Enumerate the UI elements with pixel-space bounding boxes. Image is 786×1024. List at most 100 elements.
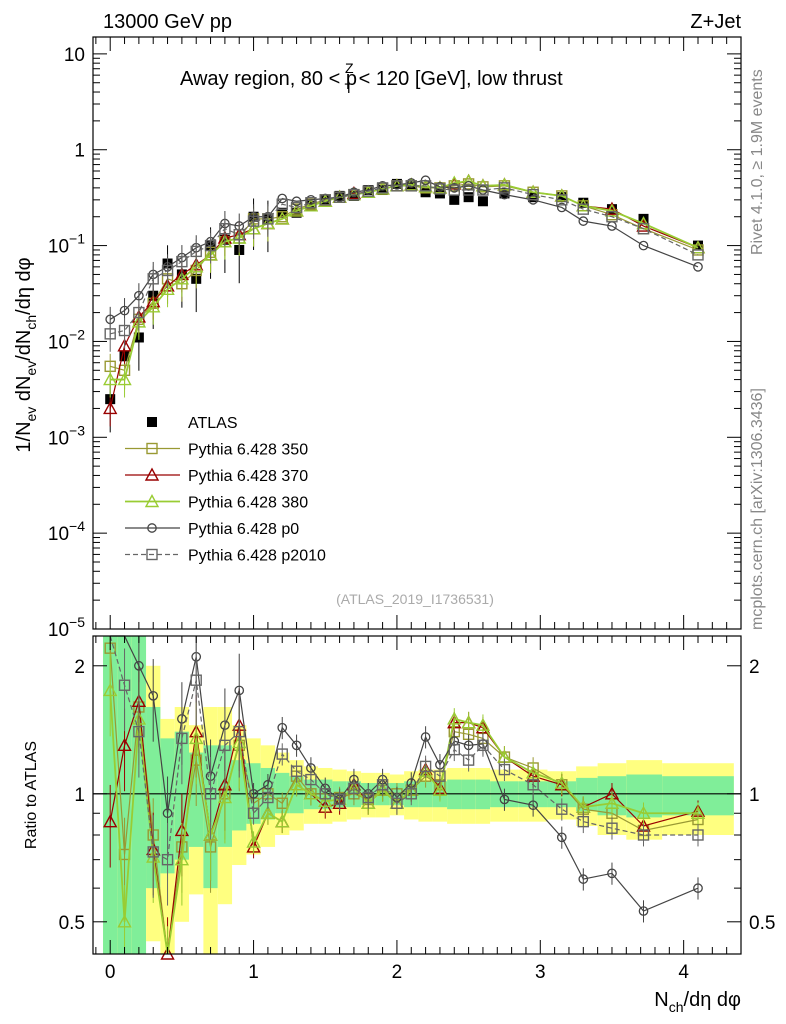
legend-marker-p380 xyxy=(144,494,160,508)
ratio-y-tick-label: 1 xyxy=(74,785,85,806)
ratio-point-p2010 xyxy=(305,773,317,786)
main-point-p2010 xyxy=(577,203,590,215)
ratio-line-p2010 xyxy=(109,635,698,861)
ratio-point-p2010 xyxy=(319,788,331,800)
uncertainty-band-inner xyxy=(131,636,147,954)
main-point-p0 xyxy=(277,193,288,204)
main-point-p2010 xyxy=(161,264,174,277)
ratio-point-p0 xyxy=(607,868,617,879)
main-point-p2010 xyxy=(692,249,704,261)
legend-entry-p2010: Pythia 6.428 p2010 xyxy=(125,548,326,565)
ratio-point-p380 xyxy=(189,730,204,745)
main-point-p2010 xyxy=(118,324,131,337)
x-tick-label: 3 xyxy=(535,962,546,983)
uncertainty-band-inner xyxy=(232,760,247,831)
ratio-point-p2010 xyxy=(262,791,274,804)
ratio-point-p380 xyxy=(217,790,233,804)
ratio-point-p2010 xyxy=(498,763,511,776)
main-point-p2010 xyxy=(219,223,231,235)
main-point-p0 xyxy=(693,262,703,272)
ratio-point-p380 xyxy=(447,711,462,725)
ratio-point-p2010 xyxy=(362,791,374,804)
main-point-p0 xyxy=(578,216,589,226)
ratio-point-p2010 xyxy=(204,788,217,800)
ratio-line-p380 xyxy=(109,690,698,955)
main-y-tick-label: 10−4 xyxy=(48,518,85,545)
main-point-atlas xyxy=(449,194,460,205)
legend-marker-p0 xyxy=(147,523,157,533)
legend-marker-p370 xyxy=(144,467,160,481)
legend-label-p0: Pythia 6.428 p0 xyxy=(188,521,299,538)
main-point-p380 xyxy=(146,299,161,313)
main-point-p2010 xyxy=(637,223,650,235)
ratio-point-p380 xyxy=(461,715,476,729)
main-y-axis-label: 1/Nev dNev/dNch/dη dφ xyxy=(13,257,39,452)
main-point-p370 xyxy=(117,338,132,352)
ratio-point-p2010 xyxy=(190,674,202,686)
ratio-point-p2010 xyxy=(527,779,539,791)
ratio-point-p2010 xyxy=(233,725,245,738)
ratio-point-p2010 xyxy=(405,788,417,800)
main-point-p2010 xyxy=(262,213,274,225)
main-point-p2010 xyxy=(247,215,260,227)
main-point-p2010 xyxy=(434,183,446,195)
ratio-point-p380 xyxy=(246,834,261,848)
main-point-p380 xyxy=(289,203,304,217)
ratio-point-p0 xyxy=(693,883,703,893)
legend-marker-atlas xyxy=(147,417,157,427)
main-point-atlas xyxy=(477,196,488,207)
plot-frames xyxy=(92,36,742,955)
main-point-p380 xyxy=(117,372,132,386)
main-point-p0 xyxy=(463,180,474,191)
main-point-p2010 xyxy=(498,182,511,194)
ratio-point-p2010 xyxy=(448,743,460,756)
main-point-p2010 xyxy=(290,201,303,214)
main-point-p2010 xyxy=(419,180,432,192)
ratio-point-p2010 xyxy=(477,739,489,752)
main-point-p2010 xyxy=(333,191,346,203)
main-point-p380 xyxy=(690,240,706,254)
main-point-p380 xyxy=(404,177,419,191)
main-point-p0 xyxy=(449,183,460,193)
ratio-point-p0 xyxy=(134,660,144,671)
main-point-p0 xyxy=(499,189,510,200)
ratio-y-tick-label-right: 2 xyxy=(749,657,760,678)
ratio-point-p380 xyxy=(690,805,706,819)
ratio-point-p0 xyxy=(499,794,510,805)
uncertainty-band-inner xyxy=(626,774,663,818)
energy-label: 13000 GeV pp xyxy=(103,11,232,33)
ratio-point-p380 xyxy=(604,795,620,809)
ratio-y-tick-label-right: 0.5 xyxy=(749,913,775,934)
legend-entry-p380: Pythia 6.428 380 xyxy=(125,494,308,512)
ratio-point-p0 xyxy=(528,800,538,811)
legend-marker-p2010 xyxy=(146,548,158,561)
ratio-point-p2010 xyxy=(391,797,403,809)
main-series-p2010 xyxy=(104,180,704,352)
main-point-p2010 xyxy=(448,184,460,196)
mcplots-label: mcplots.cern.ch [arXiv:1306.3436] xyxy=(749,388,766,630)
ratio-point-p2010 xyxy=(556,803,568,815)
main-point-p380 xyxy=(160,281,175,295)
ratio-point-p0 xyxy=(556,832,567,843)
main-point-p0 xyxy=(134,290,144,301)
ratio-point-p370 xyxy=(117,737,132,752)
main-point-p380 xyxy=(174,271,190,285)
main-point-p2010 xyxy=(133,306,145,319)
main-point-p2010 xyxy=(147,273,159,285)
ratio-point-p2010 xyxy=(348,782,360,795)
x-tick-label: 0 xyxy=(105,962,116,983)
main-point-p2010 xyxy=(405,180,417,192)
main-point-p0 xyxy=(291,196,302,207)
main-point-p380 xyxy=(303,198,319,212)
main-series-layer xyxy=(103,173,706,433)
legend-label-atlas: ATLAS xyxy=(188,415,238,432)
plot-title: Away region, 80 < pZ T < 120 [GeV], low t… xyxy=(180,60,563,96)
main-point-p0 xyxy=(377,180,388,191)
main-point-p2010 xyxy=(305,197,317,209)
ratio-point-p2010 xyxy=(692,829,704,841)
main-y-tick-label: 10 xyxy=(64,45,85,66)
main-point-atlas xyxy=(391,178,402,189)
legend-entry-atlas: ATLAS xyxy=(147,415,238,432)
main-frame xyxy=(92,36,742,630)
main-point-p0 xyxy=(406,178,417,188)
